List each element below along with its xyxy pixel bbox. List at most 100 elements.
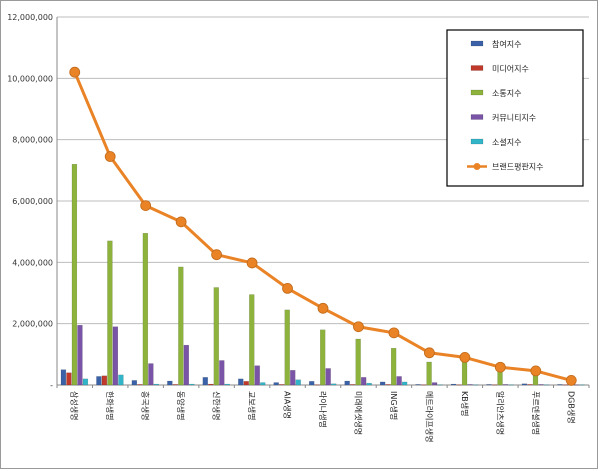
bar: [107, 240, 113, 386]
bar: [202, 377, 208, 386]
line-marker: [317, 302, 329, 314]
line-marker: [104, 151, 116, 162]
bar: [437, 384, 443, 386]
bar: [396, 376, 402, 386]
bar: [491, 384, 498, 386]
line-marker: [388, 327, 400, 339]
category-label: 신한생명: [212, 391, 222, 420]
bar: [415, 384, 421, 386]
bars: [60, 163, 585, 386]
bar: [390, 348, 397, 386]
legend-swatch: [470, 65, 484, 71]
category-label: 삼성생명: [70, 391, 80, 420]
y-tick-label: 6,000,000: [12, 197, 53, 206]
bar: [426, 361, 432, 386]
line-marker: [211, 249, 223, 261]
bar: [366, 382, 372, 386]
bar: [208, 383, 214, 386]
bar: [331, 383, 337, 386]
bar: [66, 372, 72, 386]
bar: [189, 383, 195, 386]
bar: [238, 378, 244, 386]
bar: [543, 384, 550, 386]
bar: [557, 384, 563, 386]
bar: [461, 358, 468, 386]
bar: [502, 384, 509, 386]
bar: [344, 380, 350, 386]
category-labels: 삼성생명 한화생명 흥국생명 동양생명 신한생명 교보생명 AIA생명 라이나생명 미래에셋생명…: [70, 391, 577, 443]
bar: [224, 383, 230, 386]
bar: [82, 378, 89, 386]
bar: [219, 360, 225, 386]
legend-label: 소셜지수: [492, 138, 521, 147]
bar: [60, 369, 67, 386]
legend-label: 브랜드평판지수: [492, 162, 544, 172]
bar: [279, 384, 285, 386]
bar: [254, 365, 260, 386]
bar: [142, 232, 149, 386]
bar: [361, 377, 367, 386]
bar: [538, 384, 544, 386]
category-label: 한화생명: [105, 391, 115, 420]
bar: [325, 368, 331, 386]
legend-label: 미디어지수: [492, 64, 529, 74]
category-label: 푸르덴셜생명: [531, 391, 541, 435]
legend-label: 참여지수: [492, 39, 521, 49]
bar: [118, 374, 124, 386]
bar: [486, 384, 492, 386]
bar: [431, 382, 438, 386]
bar: [273, 382, 279, 386]
bar: [213, 287, 219, 386]
bar: [260, 382, 266, 386]
bar: [153, 383, 160, 386]
bar: [290, 370, 296, 386]
bar: [562, 384, 569, 386]
bar: [249, 294, 255, 386]
bar: [420, 384, 427, 386]
bar: [467, 384, 473, 386]
bar: [96, 376, 102, 386]
bar: [183, 344, 189, 386]
line-marker: [140, 200, 152, 212]
bar: [521, 383, 528, 386]
bar: [450, 383, 457, 386]
y-tick-label: 4,000,000: [12, 258, 53, 267]
bar: [148, 363, 154, 386]
category-label: 교보생명: [247, 391, 257, 420]
category-label: 동양생명: [176, 391, 186, 420]
bar: [295, 379, 301, 386]
bar: [131, 380, 138, 386]
legend-box: [446, 29, 584, 187]
bar: [579, 384, 585, 386]
category-label: 흥국생명: [141, 391, 151, 420]
line-marker: [282, 282, 293, 294]
bar: [178, 266, 184, 386]
y-tick-label: 8,000,000: [12, 136, 53, 145]
y-tick-label: 12,000,000: [7, 13, 53, 22]
category-label: KB생명: [460, 391, 470, 416]
y-tick-label: -: [50, 381, 53, 390]
line-marker: [530, 365, 542, 377]
category-label: AIA생명: [283, 391, 293, 419]
legend-label: 소통지수: [492, 89, 521, 98]
line-marker: [459, 351, 471, 363]
legend-swatch: [470, 89, 484, 96]
line-marker: [353, 321, 364, 333]
legend-label: 커뮤니티지수: [492, 113, 536, 123]
bar: [112, 326, 119, 386]
bar: [401, 381, 408, 386]
bar: [167, 380, 173, 386]
line-marker: [494, 361, 506, 373]
bar: [314, 384, 320, 386]
bar: [355, 338, 361, 386]
line-marker: [69, 66, 81, 78]
bar: [172, 384, 178, 386]
bar: [243, 381, 249, 386]
bar: [527, 384, 533, 386]
bar: [77, 325, 83, 386]
legend-marker: [473, 163, 481, 170]
legend-swatch: [470, 138, 484, 145]
